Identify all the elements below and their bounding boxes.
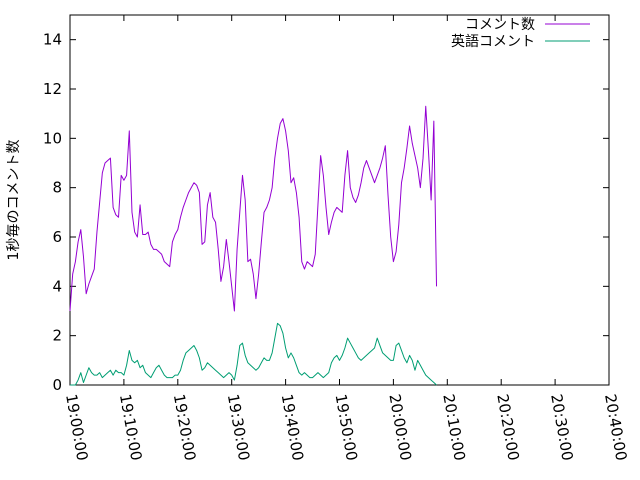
x-tick-label: 20:20:00 [493, 393, 522, 462]
x-tick-label: 19:50:00 [332, 393, 361, 462]
legend-label: コメント数 [465, 17, 535, 33]
y-tick-label: 2 [52, 327, 62, 345]
x-tick-label: 19:00:00 [62, 393, 91, 462]
plot-frame [69, 14, 610, 386]
y-tick-label: 12 [43, 80, 62, 98]
x-tick-label: 19:10:00 [116, 393, 145, 462]
x-tick-label: 20:10:00 [439, 393, 468, 462]
x-tick-label: 19:30:00 [224, 393, 253, 462]
y-tick-label: 6 [52, 228, 62, 246]
y-axis-label: 1秒毎のコメント数 [6, 140, 22, 261]
x-tick-label: 19:20:00 [170, 393, 199, 462]
y-tick-label: 10 [43, 129, 62, 147]
series-line-1 [70, 322, 437, 386]
y-axis: 0 2 4 6 8 10 12 14 [43, 31, 609, 394]
series-layer [69, 105, 438, 386]
legend-label: 英語コメント [451, 33, 535, 50]
x-tick-label: 19:40:00 [278, 393, 307, 462]
x-tick-label: 20:30:00 [547, 393, 576, 462]
y-tick-label: 0 [52, 376, 62, 394]
x-tick-label: 20:40:00 [601, 393, 630, 462]
y-tick-label: 14 [43, 31, 62, 49]
y-tick-label: 8 [52, 179, 62, 197]
series-line-0 [69, 105, 438, 312]
x-tick-label: 20:00:00 [385, 393, 414, 462]
x-axis: 19:00:00 19:10:00 19:20:00 19:30:00 19:40:00… [62, 15, 630, 462]
y-tick-label: 4 [52, 277, 62, 295]
